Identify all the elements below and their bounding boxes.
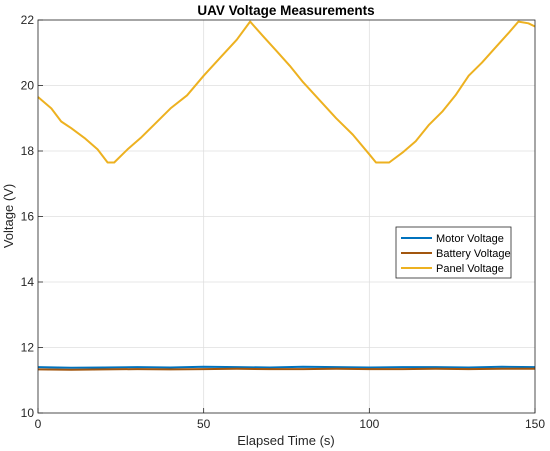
x-tick-label: 50 — [197, 417, 211, 431]
x-tick-label: 0 — [35, 417, 42, 431]
y-tick-label: 12 — [21, 341, 35, 355]
x-tick-label: 100 — [359, 417, 379, 431]
x-tick-label: 150 — [525, 417, 545, 431]
axis-ticks: 0 50 100 150 10 12 14 16 18 20 22 — [21, 13, 546, 431]
battery-voltage-line — [37, 367, 535, 371]
panel-voltage-line — [37, 20, 536, 164]
y-tick-label: 18 — [21, 144, 35, 158]
y-axis-label: Voltage (V) — [1, 184, 16, 248]
legend-label: Panel Voltage — [436, 263, 504, 275]
motor-voltage-line — [37, 365, 536, 369]
y-tick-label: 14 — [21, 275, 35, 289]
y-tick-label: 22 — [21, 13, 35, 27]
y-tick-label: 10 — [21, 406, 35, 420]
y-tick-label: 20 — [21, 79, 35, 93]
y-tick-label: 16 — [21, 210, 35, 224]
x-axis-label: Elapsed Time (s) — [237, 433, 335, 448]
legend-label: Battery Voltage — [436, 248, 511, 260]
chart-title: UAV Voltage Measurements — [197, 3, 374, 18]
legend: Motor Voltage Battery Voltage Panel Voltag… — [395, 226, 512, 279]
legend-label: Motor Voltage — [436, 233, 504, 245]
series-lines — [37, 20, 536, 371]
